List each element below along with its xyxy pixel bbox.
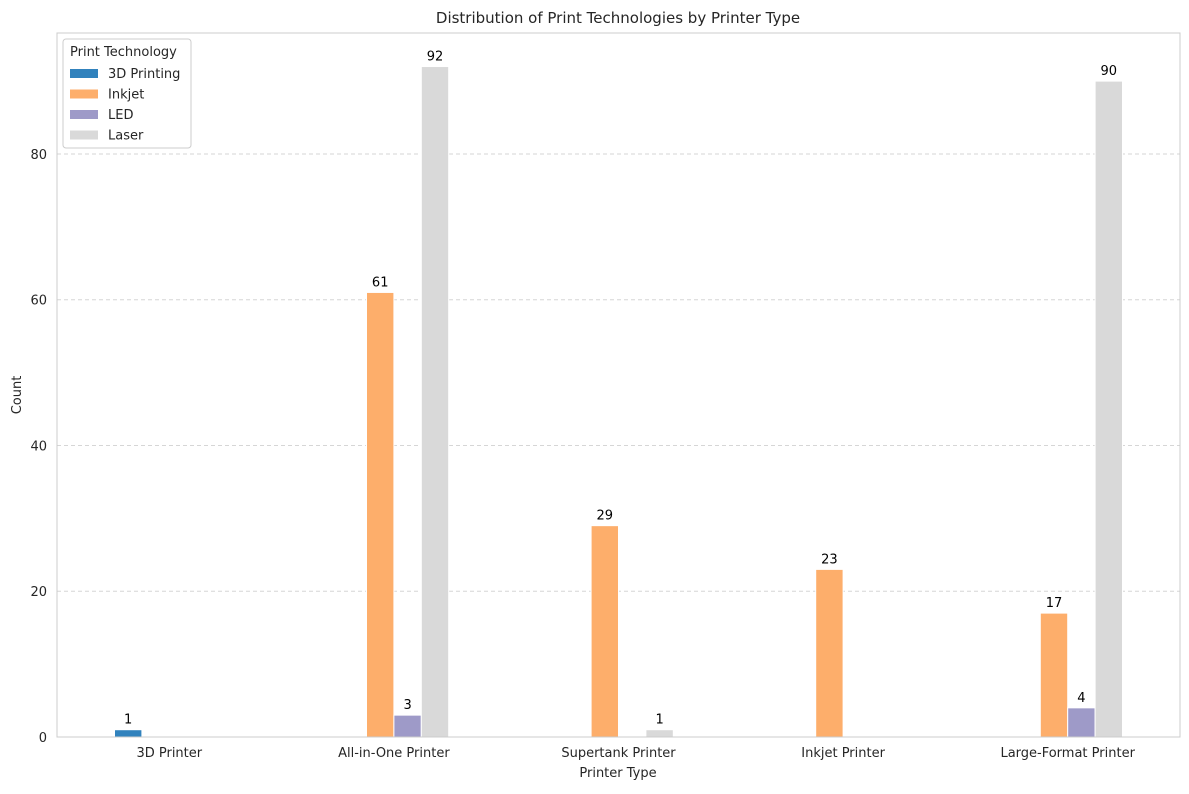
bar-value-label: 1 <box>655 713 663 728</box>
legend-label: LED <box>108 108 133 123</box>
bar-value-label: 17 <box>1046 596 1063 611</box>
y-tick-label: 40 <box>30 439 47 454</box>
y-axis-ticks: 0 20 40 60 80 <box>30 148 47 746</box>
x-tick-label: Large-Format Printer <box>1000 746 1135 761</box>
bar <box>645 729 674 738</box>
bars <box>114 66 1123 738</box>
bar <box>366 291 395 738</box>
y-tick-label: 0 <box>39 731 47 746</box>
x-tick-label: 3D Printer <box>136 746 202 761</box>
legend: Print Technology 3D Printing Inkjet LED Lase… <box>62 38 192 149</box>
bar <box>393 714 422 738</box>
bar <box>815 568 844 738</box>
legend-swatch <box>70 89 98 99</box>
bar-value-label: 90 <box>1101 64 1118 79</box>
plot-frame <box>56 32 1181 738</box>
legend-swatch <box>70 130 98 140</box>
chart-title: Distribution of Print Technologies by Pr… <box>436 9 800 27</box>
x-axis-ticks: 3D Printer All-in-One Printer Supertank Pr… <box>136 746 1135 761</box>
legend-box <box>62 38 192 149</box>
bar <box>590 525 619 738</box>
bar <box>114 729 143 738</box>
bar <box>1067 707 1096 738</box>
y-tick-label: 20 <box>30 585 47 600</box>
x-tick-label: All-in-One Printer <box>338 746 450 761</box>
legend-swatch <box>70 110 98 119</box>
bar <box>420 66 450 738</box>
legend-swatch <box>70 69 98 78</box>
x-tick-label: Inkjet Printer <box>801 746 885 761</box>
x-axis-label: Printer Type <box>579 766 656 781</box>
bar-value-label: 4 <box>1077 691 1085 706</box>
bar <box>1094 80 1123 738</box>
bar-value-label: 92 <box>427 50 444 65</box>
legend-label: 3D Printing <box>108 67 180 82</box>
bar-value-label: 29 <box>597 509 614 524</box>
bar-value-labels: 1 61 3 92 29 1 23 17 4 90 <box>124 50 1117 728</box>
x-tick-label: Supertank Printer <box>561 746 676 761</box>
bar-value-label: 61 <box>372 275 389 290</box>
bar-value-label: 3 <box>403 698 411 713</box>
legend-label: Laser <box>108 129 144 144</box>
legend-label: Inkjet <box>108 88 144 103</box>
bar-value-label: 1 <box>124 713 132 728</box>
bar-value-label: 23 <box>821 552 838 567</box>
bar <box>1039 612 1069 738</box>
y-axis-label: Count <box>10 376 25 415</box>
y-tick-label: 80 <box>30 148 47 163</box>
y-tick-label: 60 <box>30 294 47 309</box>
legend-title: Print Technology <box>70 45 177 60</box>
